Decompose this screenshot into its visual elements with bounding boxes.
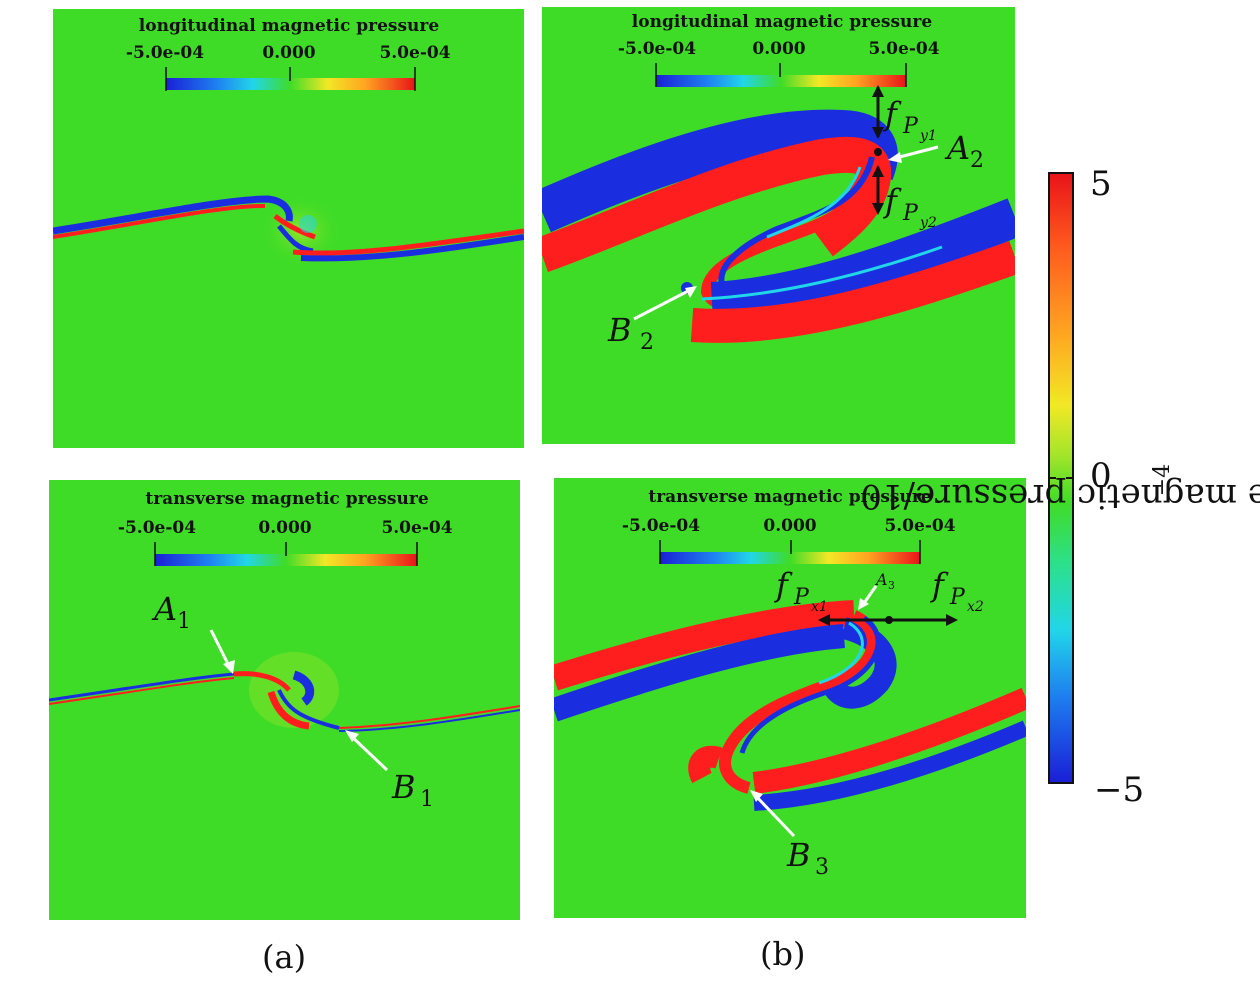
side-colorbar-tick-min: −5 <box>1094 770 1145 810</box>
label-fPx2: f P x2 <box>930 566 984 615</box>
side-colorbar-tick-zero: 0 <box>1090 456 1112 496</box>
svg-text:P: P <box>902 114 919 139</box>
svg-text:P: P <box>902 201 919 226</box>
colorbar <box>656 75 906 87</box>
label-B1: B 1 <box>391 768 434 812</box>
panel-top-right: longitudinal magnetic pressure -5.0e-04 … <box>542 7 1015 444</box>
svg-text:P: P <box>949 585 966 610</box>
colorbar-tick-max: 5.0e-04 <box>379 43 450 63</box>
svg-text:1: 1 <box>420 787 434 812</box>
panel-bottom-right: transverse magnetic pressure -5.0e-04 0.… <box>554 478 1026 918</box>
colorbar <box>166 78 415 90</box>
colorbar <box>155 554 417 566</box>
svg-text:2: 2 <box>970 148 984 173</box>
colorbar-title: longitudinal magnetic pressure <box>632 12 933 32</box>
svg-text:2: 2 <box>640 330 654 355</box>
caption-a: (a) <box>262 938 307 976</box>
panel-top-left-plot: longitudinal magnetic pressure -5.0e-04 … <box>53 16 524 266</box>
colorbar-tick-max: 5.0e-04 <box>381 518 452 538</box>
svg-text:A: A <box>874 570 888 589</box>
svg-text:A: A <box>944 129 970 167</box>
svg-text:x1: x1 <box>811 599 828 615</box>
caption-b: (b) <box>760 935 806 973</box>
colorbar-tick-max: 5.0e-04 <box>884 516 955 536</box>
svg-text:B: B <box>607 311 632 349</box>
colorbar-tick-max: 5.0e-04 <box>868 39 939 59</box>
svg-text:B: B <box>391 768 416 806</box>
colorbar-title: transverse magnetic pressure <box>145 489 428 509</box>
label-B2: B 2 <box>607 311 654 355</box>
label-B3: B 3 <box>786 836 829 880</box>
svg-text:B: B <box>786 836 811 874</box>
label-fPy2: f P y2 <box>883 182 937 231</box>
label-A2: A 2 <box>944 129 984 173</box>
panel-bottom-right-plot: transverse magnetic pressure -5.0e-04 0.… <box>554 487 1026 880</box>
colorbar-tick-min: -5.0e-04 <box>118 518 196 538</box>
svg-text:y2: y2 <box>919 215 937 231</box>
colorbar-tick-mid: 0.000 <box>763 516 816 536</box>
svg-text:y1: y1 <box>919 128 937 144</box>
svg-text:f: f <box>774 566 793 604</box>
panel-bottom-left-plot: transverse magnetic pressure -5.0e-04 0.… <box>49 489 520 812</box>
svg-text:3: 3 <box>888 579 895 592</box>
svg-text:3: 3 <box>815 855 829 880</box>
svg-text:P: P <box>793 585 810 610</box>
panel-top-right-plot: longitudinal magnetic pressure -5.0e-04 … <box>542 12 1015 355</box>
svg-text:1: 1 <box>177 609 191 634</box>
colorbar-tick-mid: 0.000 <box>258 518 311 538</box>
svg-text:x2: x2 <box>967 599 984 615</box>
svg-text:f: f <box>930 566 949 604</box>
label-A1: A 1 <box>151 590 191 634</box>
colorbar-tick-mid: 0.000 <box>262 43 315 63</box>
label-A3: A 3 <box>874 570 895 592</box>
colorbar-tick-min: -5.0e-04 <box>622 516 700 536</box>
colorbar-title: transverse magnetic pressure <box>648 487 931 507</box>
panel-bottom-left: transverse magnetic pressure -5.0e-04 0.… <box>49 480 520 920</box>
svg-text:f: f <box>883 95 902 133</box>
colorbar-tick-min: -5.0e-04 <box>618 39 696 59</box>
colorbar-tick-mid: 0.000 <box>752 39 805 59</box>
colorbar <box>660 552 920 564</box>
colorbar-title: longitudinal magnetic pressure <box>139 16 440 36</box>
colorbar-tick-min: -5.0e-04 <box>126 43 204 63</box>
side-colorbar-tick-max: 5 <box>1090 164 1112 204</box>
panel-top-left: longitudinal magnetic pressure -5.0e-04 … <box>53 9 524 448</box>
svg-text:A: A <box>151 590 177 628</box>
svg-text:f: f <box>883 182 902 220</box>
